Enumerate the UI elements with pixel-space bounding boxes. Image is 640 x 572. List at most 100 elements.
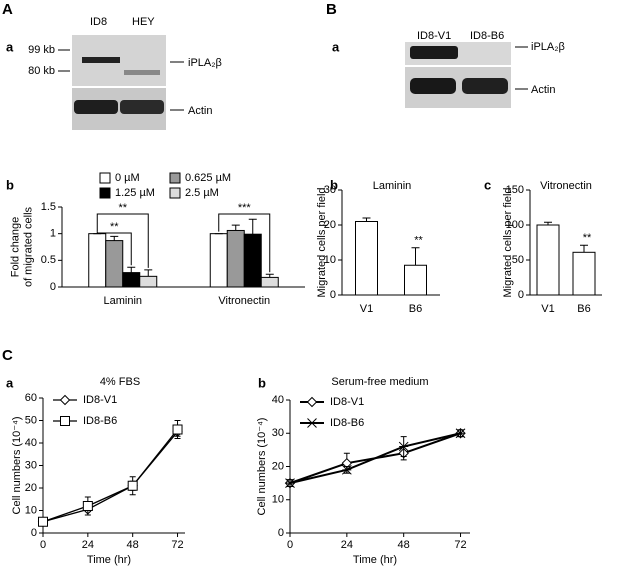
legend-label: 1.25 µM: [115, 187, 155, 199]
significance: **: [118, 202, 127, 214]
x-tick-label: 24: [341, 539, 353, 551]
western-blot: [58, 35, 184, 130]
legend-swatch: [169, 187, 181, 199]
marker: [172, 424, 183, 435]
y-tick-label: 100: [506, 219, 524, 231]
band-label: iPLA₂β: [188, 57, 222, 69]
y-tick-label: 10: [272, 494, 284, 506]
bar: [226, 229, 245, 288]
legend-swatch: [169, 172, 181, 184]
y-tick-label: 30: [25, 459, 37, 471]
x-tick-label: B6: [577, 303, 590, 315]
band-label: Actin: [188, 105, 212, 117]
y-tick-label: 1: [50, 228, 56, 240]
panel-label: b: [330, 177, 338, 192]
panel-label: b: [6, 177, 14, 192]
x-axis-label: Time (hr): [353, 554, 397, 566]
error-bar: [362, 217, 371, 222]
y-tick-label: 0: [278, 527, 284, 539]
significance: **: [583, 232, 592, 244]
panel-label: C: [2, 347, 13, 364]
panel-label: b: [258, 375, 266, 390]
error-bar: [110, 235, 119, 241]
chart-title: Serum-free medium: [331, 376, 428, 388]
x-tick-label: 0: [40, 539, 46, 551]
y-tick-label: 0: [330, 289, 336, 301]
panel-label: a: [332, 39, 340, 54]
y-tick-label: 50: [512, 254, 524, 266]
legend-label: 2.5 µM: [185, 187, 219, 199]
legend-label: ID8-V1: [330, 396, 364, 408]
bracket: [96, 213, 149, 268]
bracket: [218, 213, 271, 273]
y-tick-label: 0: [31, 527, 37, 539]
panel-label: A: [2, 1, 13, 18]
lane-label: ID8-B6: [470, 30, 504, 42]
legend-swatch: [99, 172, 111, 184]
y-tick-label: 0: [518, 289, 524, 301]
x-tick-label: Vitronectin: [218, 295, 270, 307]
y-axis-label: of migrated cells: [22, 206, 34, 287]
panel-label: a: [6, 39, 14, 54]
error-bar: [248, 218, 257, 235]
y-tick-label: 150: [506, 184, 524, 196]
y-axis-label: Cell numbers (10⁻⁴): [11, 417, 23, 515]
bar: [139, 275, 158, 288]
marker: [341, 464, 352, 475]
bar: [404, 264, 427, 296]
error-bar: [580, 244, 588, 253]
error-bar: [544, 221, 552, 225]
chart-title: Laminin: [373, 180, 412, 192]
series-line: [42, 431, 179, 523]
x-tick-label: 24: [82, 539, 94, 551]
y-axis-label: Migrated cells per field: [316, 187, 328, 297]
panel-label: a: [6, 375, 14, 390]
x-tick-label: V1: [360, 303, 373, 315]
western-blot: [405, 42, 528, 108]
legend-label: ID8-V1: [83, 394, 117, 406]
marker: [127, 480, 138, 491]
x-tick-label: 72: [171, 539, 183, 551]
y-tick-label: 40: [272, 394, 284, 406]
legend-label: 0.625 µM: [185, 172, 231, 184]
x-tick-label: V1: [541, 303, 554, 315]
x-tick-label: B6: [409, 303, 422, 315]
marker: [285, 478, 295, 488]
x-tick-label: 48: [127, 539, 139, 551]
marker: [455, 428, 466, 439]
y-tick-label: 1.5: [41, 201, 56, 213]
bar: [209, 233, 228, 288]
legend-marker: [306, 396, 318, 408]
legend-marker: [307, 418, 317, 428]
legend-label: ID8-B6: [83, 415, 117, 427]
x-tick-label: 72: [454, 539, 466, 551]
legend-label: 0 µM: [115, 172, 140, 184]
chart-title: Vitronectin: [540, 180, 592, 192]
significance: ***: [238, 202, 252, 214]
size-marker: 80 kb: [28, 65, 55, 77]
series-line: [42, 429, 179, 523]
legend-label: ID8-B6: [330, 417, 364, 429]
y-tick-label: 0.5: [41, 254, 56, 266]
legend-swatch: [99, 187, 111, 199]
y-tick-label: 60: [25, 392, 37, 404]
y-tick-label: 50: [25, 414, 37, 426]
error-bar: [127, 266, 136, 273]
x-axis-label: Time (hr): [87, 554, 131, 566]
error-bar: [411, 247, 420, 266]
series-line: [289, 432, 461, 485]
marker: [398, 441, 409, 452]
significance: **: [414, 235, 423, 247]
lane-label: ID8: [90, 16, 107, 28]
bar: [105, 240, 124, 288]
error-bar: [231, 224, 240, 231]
bar: [260, 276, 279, 288]
legend-marker: [59, 394, 71, 406]
bar: [572, 251, 596, 296]
y-tick-label: 0: [50, 281, 56, 293]
band-label: Actin: [531, 84, 555, 96]
y-tick-label: 10: [25, 504, 37, 516]
bar: [355, 221, 378, 296]
size-marker: 99 kb: [28, 44, 55, 56]
